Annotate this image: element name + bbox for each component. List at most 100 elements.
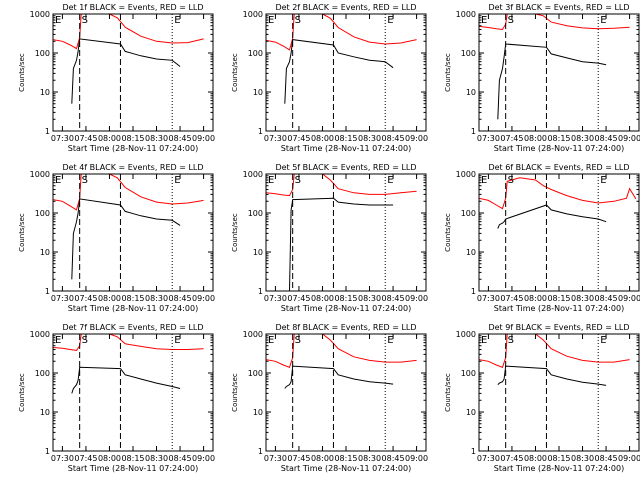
- events-series-line: [284, 39, 394, 104]
- y-tick-label: 100: [461, 49, 476, 58]
- x-tick-label: 08:15: [547, 134, 570, 143]
- lld-series-line: [479, 14, 630, 31]
- panel-title: Det 3f BLACK = Events, RED = LLD: [488, 3, 629, 12]
- marker-label: E: [600, 175, 606, 186]
- x-axis-label: Start Time (28-Nov-11 07:24:00): [281, 144, 411, 153]
- marker-label: E: [55, 335, 61, 346]
- marker-label: E: [387, 175, 393, 186]
- x-axis-label: Start Time (28-Nov-11 07:24:00): [68, 304, 198, 313]
- plot-frame: [478, 13, 640, 132]
- y-tick-label: 1000: [243, 170, 263, 179]
- y-axis-label: Counts/sec: [444, 213, 452, 252]
- y-axis-label: Counts/sec: [231, 373, 239, 412]
- events-series-line: [284, 365, 394, 389]
- x-tick-label: 07:45: [500, 294, 523, 303]
- marker-label: E: [481, 335, 487, 346]
- y-tick-label: 10: [253, 408, 263, 417]
- events-series-line: [71, 366, 181, 394]
- x-tick-label: 08:15: [334, 454, 357, 463]
- marker-label: E: [174, 175, 180, 186]
- marker-label: E: [600, 15, 606, 26]
- x-tick-label: 07:45: [500, 134, 523, 143]
- x-tick-label: 08:15: [121, 134, 144, 143]
- x-tick-label: 08:30: [145, 294, 168, 303]
- x-tick-label: 08:30: [145, 454, 168, 463]
- y-tick-label: 1000: [30, 170, 50, 179]
- events-series-line: [497, 43, 607, 120]
- x-tick-label: 08:15: [334, 294, 357, 303]
- x-tick-label: 08:30: [571, 454, 594, 463]
- marker-label: E: [174, 15, 180, 26]
- x-tick-label: 07:30: [51, 294, 74, 303]
- x-tick-label: 08:00: [311, 294, 334, 303]
- x-tick-label: 08:30: [145, 134, 168, 143]
- x-tick-label: 08:45: [382, 134, 405, 143]
- panel-title: Det 4f BLACK = Events, RED = LLD: [62, 163, 203, 172]
- y-tick-label: 1000: [30, 10, 50, 19]
- lld-series-line: [479, 334, 630, 368]
- marker-label: S: [508, 15, 514, 26]
- x-tick-label: 08:30: [358, 294, 381, 303]
- x-tick-label: 09:00: [192, 134, 215, 143]
- x-tick-label: 08:30: [358, 134, 381, 143]
- marker-label: E: [268, 175, 274, 186]
- x-tick-label: 08:00: [98, 294, 121, 303]
- x-axis-label: Start Time (28-Nov-11 07:24:00): [68, 144, 198, 153]
- panel-title: Det 8f BLACK = Events, RED = LLD: [275, 323, 416, 332]
- x-tick-label: 07:30: [477, 294, 500, 303]
- x-tick-label: 08:30: [571, 134, 594, 143]
- x-tick-label: 08:00: [311, 454, 334, 463]
- panel-title: Det 7f BLACK = Events, RED = LLD: [62, 323, 203, 332]
- lld-series-line: [266, 334, 417, 368]
- x-tick-label: 08:45: [169, 294, 192, 303]
- y-tick-label: 100: [461, 209, 476, 218]
- y-axis-label: Counts/sec: [444, 373, 452, 412]
- x-tick-label: 07:30: [51, 454, 74, 463]
- x-tick-label: 08:00: [524, 134, 547, 143]
- x-tick-label: 09:00: [618, 294, 640, 303]
- y-tick-label: 100: [35, 49, 50, 58]
- x-axis-label: Start Time (28-Nov-11 07:24:00): [494, 464, 624, 473]
- x-tick-label: 08:45: [595, 134, 618, 143]
- y-tick-label: 100: [248, 209, 263, 218]
- marker-label: E: [481, 15, 487, 26]
- y-tick-label: 10: [466, 408, 476, 417]
- x-tick-label: 07:30: [264, 454, 287, 463]
- y-tick-label: 1: [471, 287, 476, 296]
- y-tick-label: 100: [35, 209, 50, 218]
- x-tick-label: 08:15: [547, 454, 570, 463]
- marker-label: S: [295, 335, 301, 346]
- marker-label: S: [508, 335, 514, 346]
- events-series-line: [497, 204, 607, 229]
- marker-label: E: [55, 175, 61, 186]
- y-axis-label: Counts/sec: [18, 373, 26, 412]
- y-tick-label: 10: [40, 408, 50, 417]
- y-tick-label: 100: [248, 369, 263, 378]
- events-series-line: [284, 197, 394, 291]
- plot-frame: [265, 13, 427, 132]
- y-axis-label: Counts/sec: [18, 53, 26, 92]
- plot-frame: [52, 333, 214, 452]
- x-tick-label: 07:45: [74, 454, 97, 463]
- x-tick-label: 08:00: [311, 134, 334, 143]
- y-tick-label: 1000: [456, 170, 476, 179]
- y-tick-label: 1: [45, 447, 50, 456]
- marker-label: E: [55, 15, 61, 26]
- marker-label: E: [268, 15, 274, 26]
- lld-series-line: [53, 14, 204, 50]
- y-tick-label: 1: [471, 127, 476, 136]
- lld-series-line: [53, 334, 204, 351]
- x-tick-label: 08:45: [169, 134, 192, 143]
- panel-title: Det 5f BLACK = Events, RED = LLD: [275, 163, 416, 172]
- plot-frame: [52, 173, 214, 292]
- y-tick-label: 1000: [243, 10, 263, 19]
- x-tick-label: 08:45: [169, 454, 192, 463]
- marker-label: E: [481, 175, 487, 186]
- x-tick-label: 08:00: [98, 134, 121, 143]
